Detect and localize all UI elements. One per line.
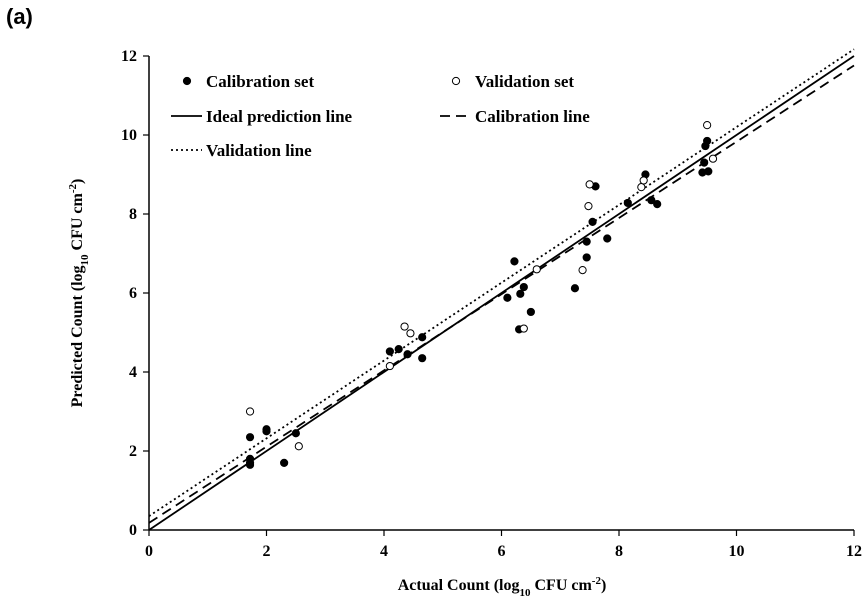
validation-point bbox=[585, 180, 594, 189]
title-superscript: -2 bbox=[592, 575, 602, 587]
fit-lines-group bbox=[148, 48, 855, 531]
validation-point bbox=[532, 265, 541, 274]
validation-point bbox=[385, 361, 394, 371]
calibration-point bbox=[700, 158, 709, 167]
calibration-point bbox=[418, 354, 427, 363]
legend-calibration-line-label: Calibration line bbox=[475, 107, 590, 126]
x-axis-title: Actual Count (log10 CFU cm-2) bbox=[398, 575, 607, 599]
y-axis-title: Predicted Count (log10 CFU cm-2) bbox=[67, 179, 91, 408]
calibration-point bbox=[570, 284, 580, 293]
calibration-point bbox=[280, 458, 289, 467]
legend: Calibration set Validation set Ideal predi… bbox=[171, 72, 590, 160]
y-tick-label: 4 bbox=[129, 364, 137, 381]
calibration-point bbox=[245, 454, 255, 463]
validation-point bbox=[406, 329, 415, 338]
legend-validation-label: Validation set bbox=[475, 72, 574, 91]
fit-line-dotted bbox=[148, 48, 855, 517]
x-tick-label: 0 bbox=[145, 543, 153, 560]
legend-validation-line-label: Validation line bbox=[206, 141, 312, 160]
calibration-point bbox=[623, 198, 632, 208]
title-subscript: 10 bbox=[519, 587, 531, 599]
validation-point bbox=[584, 202, 593, 211]
legend-validation-marker bbox=[451, 76, 461, 86]
y-tick-label: 8 bbox=[129, 206, 137, 223]
x-tick-label: 12 bbox=[846, 543, 862, 560]
validation-point bbox=[708, 154, 718, 163]
title-superscript: -2 bbox=[67, 183, 79, 193]
title-subscript: 10 bbox=[79, 254, 91, 266]
x-tick-label: 8 bbox=[615, 543, 623, 560]
calibration-point bbox=[403, 350, 412, 359]
validation-point bbox=[400, 322, 409, 331]
validation-point bbox=[639, 176, 648, 185]
validation-point bbox=[245, 407, 255, 416]
y-tick-label: 12 bbox=[121, 48, 137, 65]
calibration-point bbox=[647, 196, 656, 205]
y-tick-label: 0 bbox=[129, 522, 137, 539]
calibration-point bbox=[385, 347, 394, 356]
validation-point bbox=[519, 324, 528, 333]
validation-point bbox=[703, 121, 712, 130]
x-tick-label: 6 bbox=[498, 543, 506, 560]
axes-group: 0 2 4 6 8 10 12 0 2 4 6 8 10 12 bbox=[121, 48, 862, 560]
calibration-point bbox=[704, 167, 713, 176]
y-tick-label: 6 bbox=[129, 285, 137, 302]
title-end: ) bbox=[69, 179, 86, 184]
validation-point bbox=[578, 265, 587, 275]
x-tick-label: 2 bbox=[263, 543, 271, 560]
legend-calibration-label: Calibration set bbox=[206, 72, 314, 91]
calibration-point bbox=[516, 289, 525, 298]
calibration-point bbox=[703, 136, 712, 146]
x-tick-label: 4 bbox=[380, 543, 388, 560]
calibration-point bbox=[653, 200, 662, 209]
calibration-point bbox=[603, 234, 612, 243]
calibration-point bbox=[510, 257, 519, 266]
calibration-point bbox=[418, 333, 427, 342]
title-main: Actual Count (log bbox=[398, 577, 520, 594]
y-tick-label: 10 bbox=[121, 127, 137, 144]
legend-calibration-marker bbox=[182, 76, 192, 86]
calibration-point bbox=[588, 217, 597, 226]
validation-point bbox=[637, 183, 646, 192]
legend-ideal-line-label: Ideal prediction line bbox=[206, 107, 353, 126]
title-main: Predicted Count (log bbox=[69, 265, 86, 407]
validation-point bbox=[294, 442, 303, 451]
calibration-point bbox=[503, 293, 512, 302]
panel-label: (a) bbox=[6, 4, 33, 29]
fit-line-solid bbox=[148, 55, 855, 531]
title-mid: CFU cm bbox=[69, 192, 86, 254]
y-tick-label: 2 bbox=[129, 443, 137, 460]
title-end: ) bbox=[601, 577, 606, 594]
fit-line-dashed bbox=[148, 64, 855, 524]
calibration-point bbox=[291, 429, 300, 438]
x-tick-label: 10 bbox=[729, 543, 745, 560]
calibration-point bbox=[582, 253, 591, 262]
data-points-group bbox=[245, 121, 718, 469]
title-mid: CFU cm bbox=[530, 577, 592, 594]
calibration-point bbox=[262, 427, 271, 436]
calibration-point bbox=[394, 344, 403, 354]
calibration-point bbox=[245, 433, 255, 442]
calibration-point bbox=[519, 282, 528, 292]
calibration-point bbox=[526, 307, 535, 317]
calibration-point bbox=[582, 237, 591, 246]
